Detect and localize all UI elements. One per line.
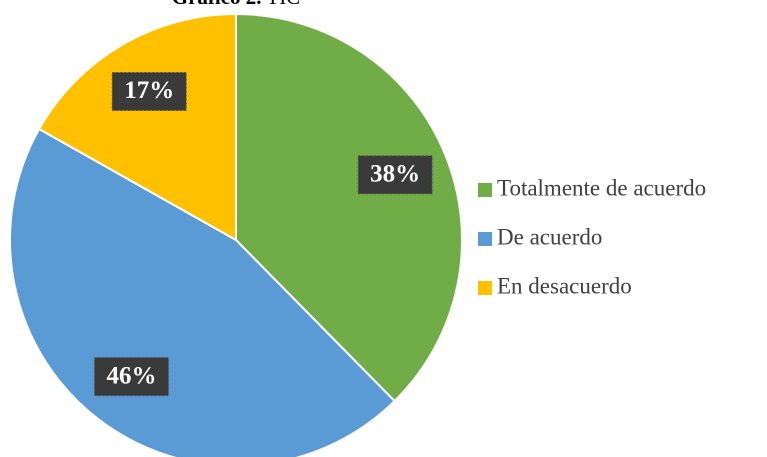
pie-slice [37, 12, 237, 242]
data-label-box [357, 155, 433, 195]
legend-swatch [478, 232, 492, 246]
legend-label: En desacuerdo [497, 273, 632, 298]
title-bold: Gráfico 2. [172, 0, 262, 9]
title-rest: TIC [266, 0, 300, 9]
data-label: 38% [357, 155, 433, 195]
pie-slice [235, 12, 463, 403]
data-label: 17% [111, 71, 187, 111]
data-label: 46% [93, 357, 169, 397]
data-label-text: 38% [370, 161, 420, 188]
legend-swatch [478, 183, 492, 197]
legend-label: Totalmente de acuerdo [497, 175, 706, 200]
data-label-box [93, 357, 169, 397]
data-label-box [111, 71, 187, 111]
data-label-text: 46% [106, 362, 156, 389]
legend-label: De acuerdo [497, 224, 602, 249]
data-label-text: 17% [124, 77, 174, 104]
chart-title: Gráfico 2. TIC [172, 0, 301, 9]
legend-swatch [478, 281, 492, 295]
